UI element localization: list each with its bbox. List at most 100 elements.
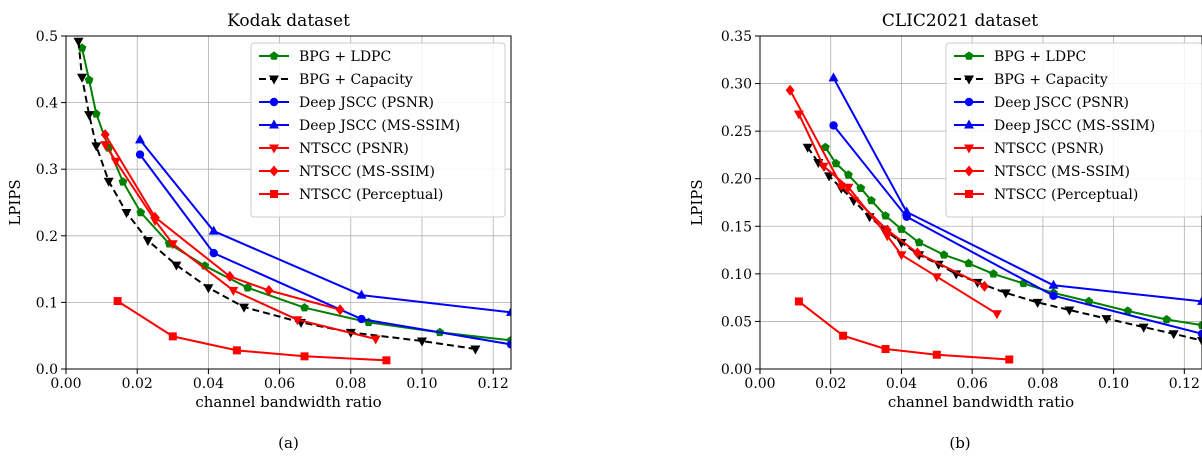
data-point [897,224,906,233]
y-tick-label: 0.10 [721,267,752,283]
y-tick-label: 0.25 [721,124,752,140]
data-point [912,247,922,259]
data-point [1064,306,1075,316]
data-point [135,150,145,159]
data-point [882,232,893,242]
data-point [470,345,481,355]
data-point [881,211,890,220]
data-point [103,177,114,187]
data-point [1162,314,1171,324]
data-point [1000,289,1011,299]
data-point [171,261,182,271]
y-tick-label: 0.20 [721,172,752,188]
data-point [980,280,989,292]
data-point [818,162,829,172]
data-point [167,240,178,250]
legend-label: BPG + Capacity [299,72,413,88]
legend-box [945,42,1202,218]
data-point [168,332,177,341]
data-point [1197,320,1202,329]
legend-label: BPG + LDPC [994,49,1086,65]
data-point [1101,315,1112,325]
x-tick-label: 0.10 [1098,376,1129,392]
data-point [335,304,345,316]
data-point [357,314,366,324]
legend-label: Deep JSCC (MS-SSIM) [994,118,1155,134]
legend-item: BPG + LDPC [259,49,391,65]
plot-area [785,72,1202,364]
series-deep-jscc-psnr [135,150,511,349]
x-axis-label: channel bandwidth ratio [888,393,1074,411]
legend-marker [269,119,279,129]
legend-marker [269,97,279,107]
data-point [896,251,907,261]
data-point [110,157,121,167]
y-tick-label: 0.15 [721,219,752,235]
data-point [914,237,924,247]
legend-item: NTSCC (PSNR) [954,141,1104,157]
data-point [382,356,391,365]
data-point [1138,323,1149,333]
x-tick-label: 0.08 [1027,376,1058,392]
legend-marker [964,165,974,177]
data-point [1049,291,1058,300]
data-point [356,289,367,299]
data-point [1123,306,1133,315]
data-point [91,109,101,118]
data-point [839,331,848,340]
data-point [84,111,95,121]
legend-marker [269,144,279,154]
data-point [417,337,427,347]
series-ntscc-ms-ssim [100,129,345,316]
data-point [794,297,803,306]
data-point [264,284,274,296]
x-axis-label: channel bandwidth ratio [195,393,381,411]
legend-marker [269,75,279,85]
y-tick-label: 0.2 [36,229,58,245]
subfigure-caption: (a) [278,434,299,452]
series-deep-jscc-ms-ssim [135,134,511,316]
data-point [802,143,813,153]
y-tick-label: 0.5 [36,29,58,45]
legend-marker [964,75,974,85]
y-tick-label: 0.05 [721,314,752,330]
data-point [785,84,795,96]
legend-item: NTSCC (Perceptual) [954,187,1138,203]
data-point [882,224,892,236]
y-tick-label: 0.30 [721,77,752,93]
data-point [844,170,853,179]
data-point [901,206,912,216]
y-axis-label: LPIPS [6,179,24,225]
legend-marker [270,190,278,198]
y-tick-label: 0.00 [721,362,752,378]
chart-title: Kodak dataset [227,11,350,31]
y-tick-label: 0.4 [36,96,58,112]
x-tick-label: 0.06 [957,376,988,392]
legend-item: NTSCC (Perceptual) [259,187,443,203]
x-tick-label: 0.08 [335,376,366,392]
data-point [1032,298,1043,308]
legend-item: NTSCC (MS-SSIM) [954,164,1130,180]
data-point [939,250,949,259]
data-point [121,209,132,218]
y-tick-label: 0.3 [36,162,58,178]
legend-label: Deep JSCC (PSNR) [994,95,1129,111]
data-point [203,284,214,294]
legend-label: BPG + Capacity [994,72,1108,88]
series-line [139,153,511,346]
subfigure-caption: (b) [949,434,970,452]
data-point [300,303,309,312]
data-point [1005,355,1014,364]
x-tick-label: 0.02 [122,376,153,392]
legend-label: NTSCC (Perceptual) [299,187,443,203]
series-line [139,139,511,314]
data-point [856,183,866,192]
legend-item: NTSCC (MS-SSIM) [259,164,435,180]
series-ntscc-perceptual [113,297,391,365]
data-point [239,303,249,313]
legend-label: BPG + LDPC [299,49,391,65]
x-tick-label: 0.06 [264,376,295,392]
series-bpg-ldpc [821,142,1202,329]
data-point [100,141,111,151]
